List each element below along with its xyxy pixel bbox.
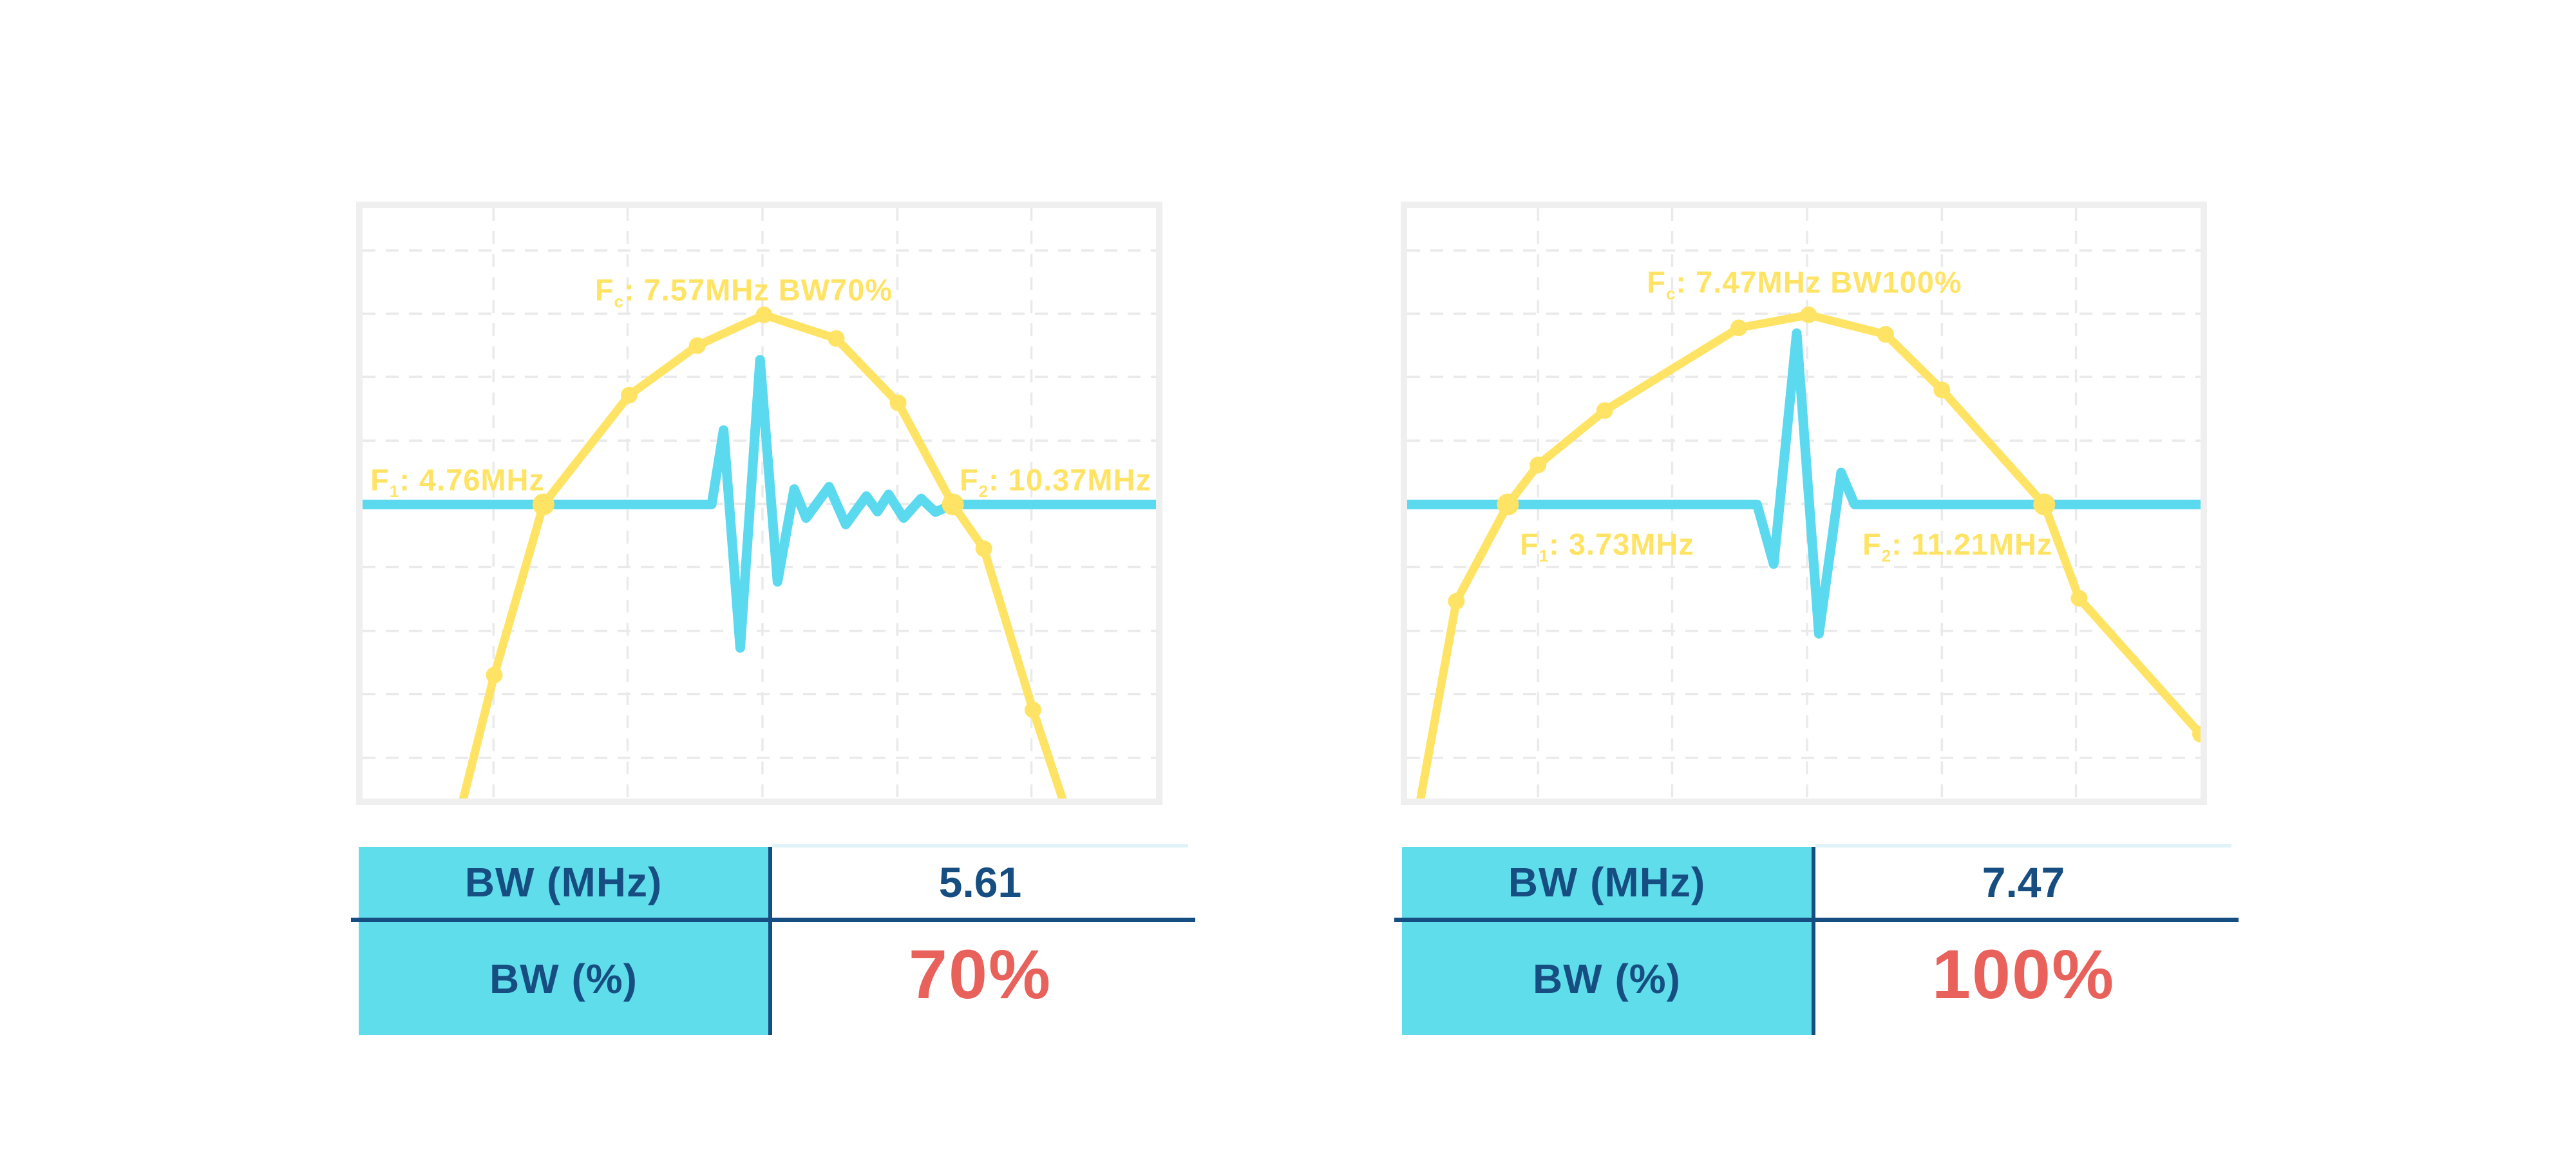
table-top-rule [1815, 844, 2231, 847]
spectrum-chart-bw100: Fc: 7.47MHz BW100% F1: 3.73MHz F2: 11.21… [1401, 202, 2207, 805]
table-column-divider [1812, 847, 1815, 1035]
table-row-divider [351, 918, 1195, 922]
spectrum-curve [1416, 310, 2201, 799]
f2-label-prefix: F [1862, 527, 1882, 562]
data-point-marker [486, 667, 503, 684]
pulse-waveform [363, 355, 1156, 653]
table-row-label-bw-mhz: BW (MHz) [1508, 859, 1706, 905]
data-point-marker [1025, 701, 1042, 719]
f1-label-subscript: 1 [1539, 547, 1549, 565]
data-point-marker [1877, 326, 1894, 343]
data-point-marker [688, 337, 706, 354]
crossover-point-marker [532, 493, 554, 516]
crossover-point-marker [1497, 493, 1519, 516]
data-point-marker [1730, 319, 1747, 337]
table-cell-bw-pct-value: 100% [1931, 934, 2116, 1013]
data-point-marker [828, 330, 845, 347]
fc-label-subscript: c [614, 292, 624, 311]
data-point-marker [2192, 726, 2201, 743]
f1-annotation: F1: 3.73MHz [1520, 527, 1694, 565]
f1-label-subscript: 1 [389, 482, 400, 501]
fc-label-prefix: F [594, 272, 614, 307]
data-point-marker [620, 386, 638, 404]
table-column-divider [768, 847, 772, 1035]
table-cell-bw-mhz-value: 7.47 [1982, 858, 2065, 906]
f2-label-text: : 11.21MHz [1891, 527, 2053, 562]
f2-label-prefix: F [960, 462, 979, 497]
table-label-column-bg [1402, 847, 1812, 1035]
fc-label-subscript: c [1665, 285, 1676, 303]
fc-label-text: : 7.47MHz BW100% [1676, 265, 1962, 299]
fc-label-text: : 7.57MHz BW70% [623, 272, 893, 307]
data-point-marker [1596, 402, 1613, 419]
f2-annotation: F2: 10.37MHz [960, 462, 1152, 500]
data-point-marker [889, 394, 907, 411]
plot-area-bw100 [1407, 208, 2201, 799]
f1-label-prefix: F [1520, 527, 1539, 562]
table-top-rule [772, 844, 1188, 847]
f1-label-prefix: F [370, 462, 390, 497]
data-point-marker [1800, 307, 1817, 323]
fc-annotation: Fc: 7.47MHz BW100% [1647, 265, 1962, 303]
table-cell-bw-pct-value: 70% [908, 934, 1052, 1013]
pulse-waveform [1407, 328, 2201, 639]
f2-label-subscript: 2 [978, 482, 989, 501]
table-row-label-bw-pct: BW (%) [1533, 955, 1681, 1002]
f1-annotation: F1: 4.76MHz [370, 462, 545, 500]
data-point-marker [1448, 592, 1465, 610]
crossover-point-marker [942, 493, 964, 516]
spectrum-chart-bw70: Fc: 7.57MHz BW70% F1: 4.76MHz F2: 10.37M… [356, 202, 1162, 805]
f2-label-text: : 10.37MHz [989, 462, 1152, 497]
table-row-label-bw-mhz: BW (MHz) [464, 859, 663, 905]
fc-label-prefix: F [1647, 265, 1666, 299]
fc-annotation: Fc: 7.57MHz BW70% [594, 272, 893, 310]
data-point-marker [755, 307, 773, 323]
spectrum-curve [459, 310, 1067, 799]
table-label-column-bg [359, 847, 768, 1035]
plot-area-bw70 [363, 208, 1156, 799]
f2-label-subscript: 2 [1881, 547, 1892, 565]
data-point-marker [2070, 590, 2088, 607]
table-cell-bw-mhz-value: 5.61 [938, 858, 1022, 906]
data-point-marker [975, 540, 992, 558]
f2-annotation: F2: 11.21MHz [1862, 527, 2053, 565]
crossover-point-marker [2033, 493, 2056, 516]
table-row-divider [1394, 918, 2239, 922]
table-row-label-bw-pct: BW (%) [489, 955, 638, 1002]
f1-label-text: : 3.73MHz [1549, 527, 1694, 562]
data-point-marker [1530, 456, 1547, 473]
data-point-marker [1933, 381, 1951, 399]
f1-label-text: : 4.76MHz [399, 462, 545, 497]
